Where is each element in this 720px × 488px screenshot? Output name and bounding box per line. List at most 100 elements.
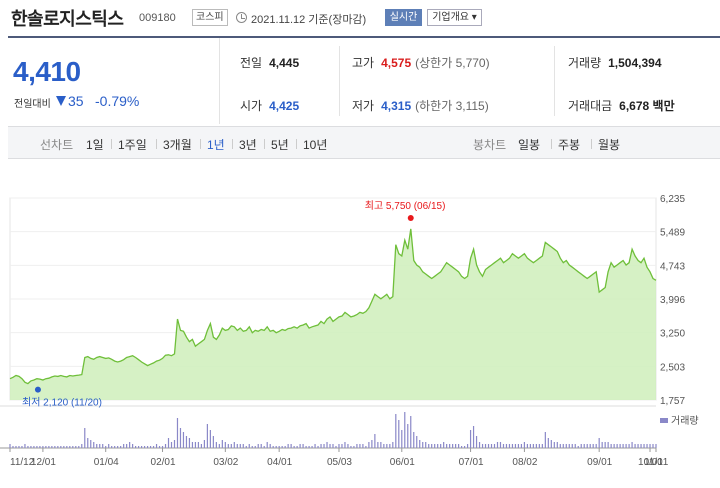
- prev-close-value: 4,445: [269, 56, 300, 70]
- volume-bar: [607, 442, 609, 448]
- volume-legend-label: 거래량: [671, 415, 699, 427]
- volume-bar: [461, 446, 463, 448]
- volume-bar: [239, 444, 241, 448]
- volume-bar: [365, 446, 367, 448]
- period-3m[interactable]: 3개월: [163, 138, 192, 152]
- volume-bar: [12, 446, 14, 448]
- volume-bar: [108, 444, 110, 448]
- volume-bar: [419, 440, 421, 448]
- period-1y[interactable]: 1년: [207, 138, 225, 152]
- volume-bar: [499, 442, 502, 448]
- volume-bar: [87, 438, 89, 448]
- y-tick-label: 2,503: [660, 362, 685, 373]
- volume-bar: [48, 446, 50, 448]
- divider: [232, 139, 233, 149]
- volume-bar: [245, 446, 247, 448]
- divider: [264, 139, 265, 149]
- volume-bar: [30, 446, 32, 448]
- volume-bar: [437, 444, 439, 448]
- volume-bar: [428, 444, 430, 448]
- low-label: 저가: [352, 99, 375, 113]
- volume-bar: [194, 442, 197, 448]
- volume-bar: [60, 446, 62, 448]
- volume-bar: [562, 444, 564, 448]
- volume-bar: [586, 444, 588, 448]
- volume-bar: [272, 446, 274, 448]
- volume-bar: [520, 444, 523, 448]
- period-10y[interactable]: 10년: [303, 138, 328, 152]
- volume-bar: [341, 444, 343, 448]
- volume-bar: [54, 446, 56, 448]
- price-chart[interactable]: 거래량 6,235 5,489 4,743 3,996 3,250 2,503 1,757 1…: [0, 160, 720, 488]
- volume-bar: [215, 442, 217, 448]
- volume-bar: [191, 442, 194, 448]
- volume-bar: [359, 444, 361, 448]
- volume-bar: [356, 444, 358, 448]
- candle-daily[interactable]: 일봉: [518, 138, 541, 152]
- volume-bar: [203, 440, 205, 448]
- volume-bar: [185, 436, 188, 448]
- prev-close-stat: 전일 4,445: [240, 54, 299, 71]
- volume-bar: [475, 436, 478, 448]
- volume-bar: [580, 444, 582, 448]
- volume-bar: [51, 446, 53, 448]
- volume-bar: [278, 446, 280, 448]
- volume-bar: [78, 446, 80, 448]
- volume-bar: [9, 444, 11, 448]
- divider: [339, 46, 340, 116]
- volume-bar: [57, 446, 59, 448]
- volume-bar: [161, 446, 164, 448]
- candle-weekly[interactable]: 주봉: [558, 138, 581, 152]
- volume-bar: [652, 444, 654, 448]
- volume-bar: [269, 444, 271, 448]
- price-area-fill: [10, 228, 656, 400]
- volume-bar: [308, 446, 310, 448]
- base-date: 2021.11.12 기준(장마감): [251, 14, 367, 26]
- period-1d[interactable]: 1일: [86, 138, 104, 152]
- period-5y[interactable]: 5년: [271, 138, 289, 152]
- volume-bar: [443, 442, 445, 448]
- volume-bar: [395, 414, 397, 448]
- volume-bar: [18, 446, 20, 448]
- volume-bar: [514, 444, 517, 448]
- volume-bar: [305, 446, 307, 448]
- volume-bar: [631, 442, 633, 448]
- volume-bar: [508, 444, 511, 448]
- volume-bar: [616, 444, 618, 448]
- volume-bar: [227, 444, 229, 448]
- x-tick-label: 10/01: [638, 457, 663, 468]
- period-1w[interactable]: 1주일: [118, 138, 147, 152]
- volume-bar: [469, 430, 472, 448]
- volume-bar: [146, 446, 149, 448]
- volume-bar: [538, 444, 540, 448]
- volume-bar: [224, 442, 226, 448]
- period-3y[interactable]: 3년: [239, 138, 257, 152]
- volume-bar: [565, 444, 567, 448]
- realtime-button[interactable]: 실시간: [385, 9, 422, 26]
- change-percent: -0.79%: [95, 93, 140, 109]
- volume-bar: [90, 440, 92, 448]
- volume-bar: [329, 444, 331, 448]
- lower-limit: (하한가 3,115): [415, 99, 489, 113]
- y-tick-label: 6,235: [660, 194, 685, 205]
- volume-bar: [374, 434, 376, 448]
- min-label: 최저 2,120 (11/20): [22, 397, 102, 409]
- volume-bar: [290, 444, 292, 448]
- candle-monthly[interactable]: 월봉: [598, 138, 621, 152]
- volume-bar: [323, 444, 325, 448]
- volume-bar: [478, 442, 481, 448]
- y-tick-label: 4,743: [660, 261, 685, 272]
- volume-bar: [380, 442, 382, 448]
- volume-bar: [625, 444, 627, 448]
- company-overview-dropdown[interactable]: 기업개요 ▾: [427, 9, 482, 26]
- line-chart-title: 선차트: [40, 138, 74, 152]
- volume-bar: [263, 446, 265, 448]
- volume-bar: [233, 442, 235, 448]
- volume-bar: [72, 446, 74, 448]
- volume-bar: [197, 442, 200, 448]
- volume-bar: [413, 432, 415, 448]
- x-tick-label: 03/02: [213, 457, 238, 468]
- volume-bar: [155, 444, 158, 448]
- volume-bar: [69, 446, 71, 448]
- volume-bar: [140, 446, 143, 448]
